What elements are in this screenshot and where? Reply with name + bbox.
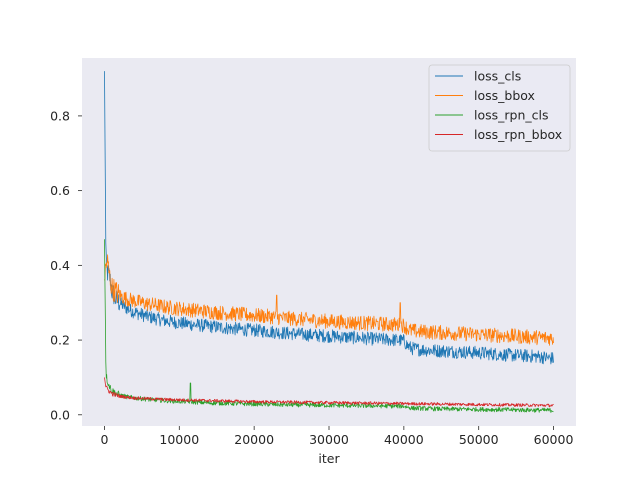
x-axis-label: iter <box>318 451 340 466</box>
series-line-loss-cls <box>104 71 554 365</box>
x-tick-label: 60000 <box>534 432 574 447</box>
y-tick-label: 0.0 <box>50 407 70 422</box>
y-tick-label: 0.6 <box>50 183 70 198</box>
series-line-loss-bbox <box>104 254 554 346</box>
x-tick-label: 30000 <box>309 432 349 447</box>
series-layer <box>104 71 554 413</box>
x-axis-ticks: 0 10000 20000 30000 40000 50000 60000 <box>100 426 573 447</box>
x-tick-label: 20000 <box>234 432 274 447</box>
legend-label-loss-cls: loss_cls <box>474 69 521 84</box>
x-tick-label: 0 <box>100 432 108 447</box>
y-tick-label: 0.2 <box>50 333 70 348</box>
y-tick-label: 0.8 <box>50 108 70 123</box>
y-axis-ticks: 0.0 0.2 0.4 0.6 0.8 <box>50 108 82 422</box>
legend-frame <box>428 64 571 152</box>
legend-label-loss-rpn-bbox: loss_rpn_bbox <box>474 127 562 142</box>
x-tick-label: 10000 <box>159 432 199 447</box>
x-tick-label: 50000 <box>459 432 499 447</box>
legend-label-loss-rpn-cls: loss_rpn_cls <box>474 108 549 123</box>
legend: loss_cls loss_bbox loss_rpn_cls loss_rpn_bb… <box>428 64 571 152</box>
series-line-loss-rpn-bbox <box>104 377 554 408</box>
y-tick-label: 0.4 <box>50 258 70 273</box>
x-tick-label: 40000 <box>384 432 424 447</box>
legend-label-loss-bbox: loss_bbox <box>474 88 535 103</box>
